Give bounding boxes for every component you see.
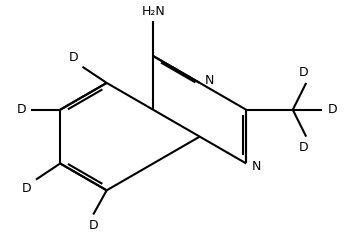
Text: D: D (299, 141, 308, 154)
Text: D: D (17, 103, 26, 116)
Text: D: D (22, 182, 32, 195)
Text: N: N (205, 74, 214, 87)
Text: H₂N: H₂N (141, 6, 165, 18)
Text: D: D (88, 219, 98, 232)
Text: N: N (251, 160, 261, 173)
Text: D: D (328, 103, 337, 116)
Text: D: D (299, 66, 308, 78)
Text: D: D (68, 51, 78, 64)
